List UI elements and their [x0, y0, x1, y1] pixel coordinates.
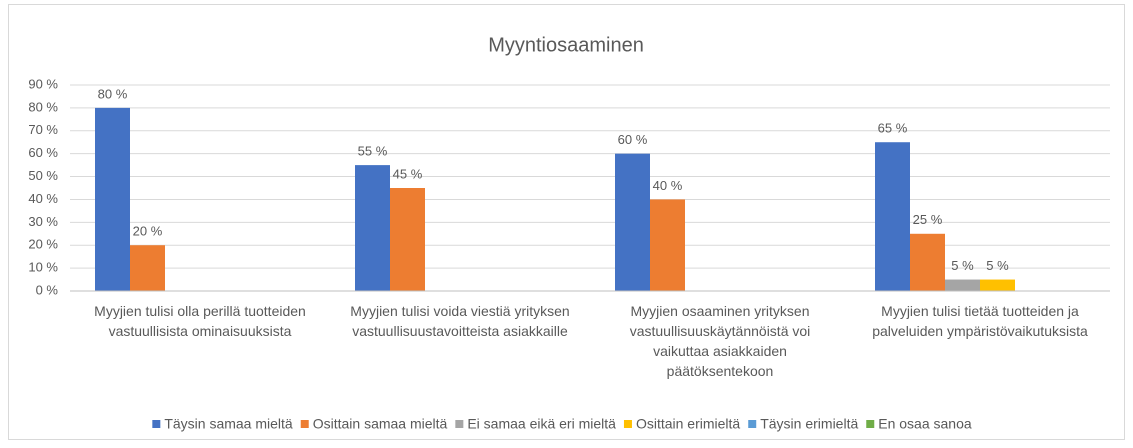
x-tick-label: Myyjien tulisi olla perillä tuotteiden v… — [94, 303, 306, 339]
bar — [130, 245, 165, 291]
y-tick-label: 70 % — [28, 122, 58, 137]
y-tick-label: 30 % — [28, 214, 58, 229]
data-label: 25 % — [913, 212, 943, 227]
y-tick-label: 10 % — [28, 260, 58, 275]
bar — [945, 279, 980, 291]
legend-swatch — [300, 420, 309, 428]
legend-label: Ei samaa eikä eri mieltä — [467, 416, 616, 432]
legend-label: Täysin erimieltä — [760, 416, 858, 432]
bar — [95, 107, 130, 291]
data-label: 65 % — [878, 121, 908, 136]
y-tick-label: 80 % — [28, 99, 58, 114]
data-label: 40 % — [653, 178, 683, 193]
x-tick-label: Myyjien osaaminen yrityksen vastuullisuu… — [629, 303, 811, 379]
bar — [615, 153, 650, 291]
legend-label: Täysin samaa mieltä — [164, 416, 293, 432]
data-label: 55 % — [358, 144, 388, 159]
y-tick-label: 0 % — [36, 282, 59, 297]
legend-swatch — [748, 420, 757, 428]
bar — [390, 188, 425, 291]
chart-title: Myyntiosaaminen — [488, 34, 644, 56]
y-tick-label: 20 % — [28, 237, 58, 252]
data-label: 5 % — [986, 258, 1009, 273]
legend-label: En osaa sanoa — [878, 416, 972, 432]
legend-swatch — [623, 420, 632, 428]
x-tick-label: Myyjien tulisi tietää tuotteiden ja palv… — [872, 303, 1088, 339]
legend-swatch — [455, 420, 464, 428]
data-label: 80 % — [98, 86, 128, 101]
y-tick-label: 50 % — [28, 168, 58, 183]
legend-label: Osittain samaa mieltä — [313, 416, 448, 432]
data-label: 60 % — [618, 132, 648, 147]
x-tick-label: Myyjien tulisi voida viestiä yrityksen v… — [350, 303, 570, 339]
bar — [875, 142, 910, 291]
y-tick-label: 60 % — [28, 145, 58, 160]
data-label: 5 % — [951, 258, 974, 273]
y-tick-label: 90 % — [28, 76, 58, 91]
bar — [650, 199, 685, 291]
bar — [910, 233, 945, 291]
bar — [980, 279, 1015, 291]
legend-label: Osittain erimieltä — [636, 416, 740, 432]
data-label: 45 % — [393, 166, 423, 181]
y-tick-label: 40 % — [28, 191, 58, 206]
data-label: 20 % — [133, 224, 163, 239]
legend-swatch — [866, 420, 875, 428]
legend-swatch — [152, 420, 161, 428]
bar — [355, 165, 390, 291]
